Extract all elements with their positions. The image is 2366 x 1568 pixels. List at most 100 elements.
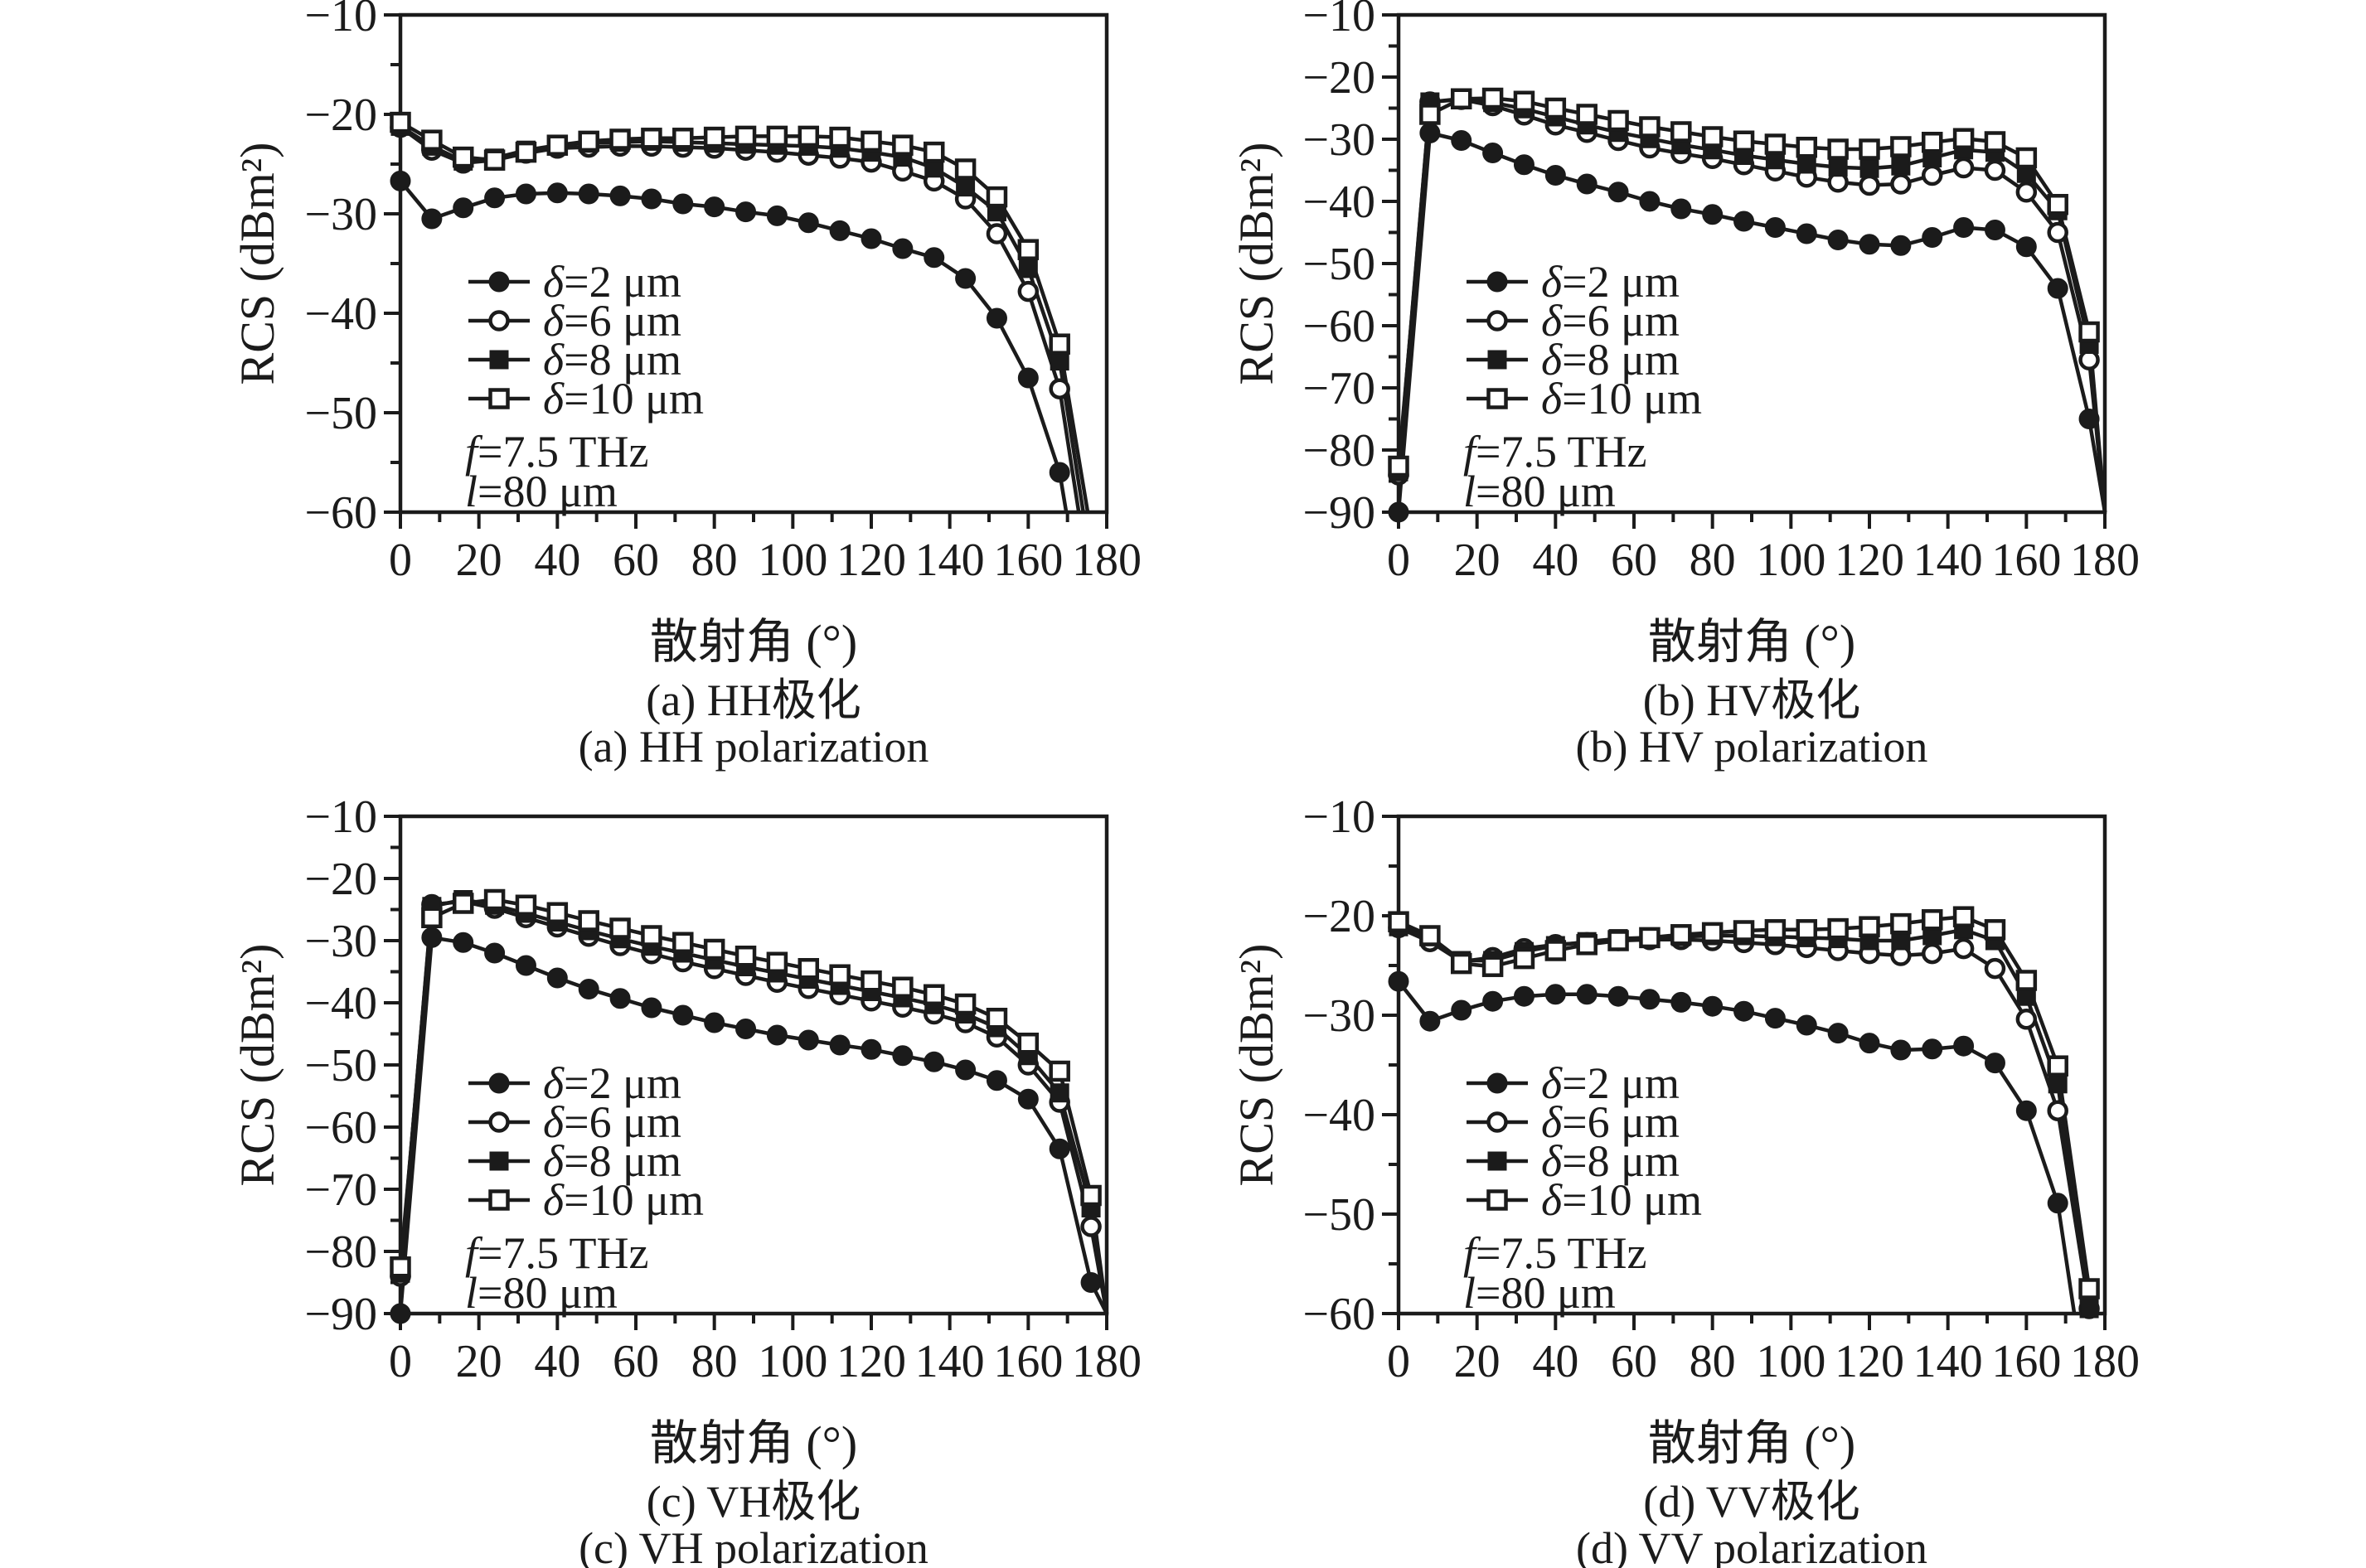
- legend-item: δ=8 μm: [1467, 335, 1680, 385]
- x-tick-label: 180: [2070, 1336, 2140, 1387]
- legend-marker-square-open: [1486, 1189, 1508, 1211]
- marker-square-open: [829, 126, 851, 148]
- marker-circle-filled: [704, 196, 725, 218]
- marker-circle-filled: [1576, 173, 1598, 195]
- marker-circle-filled: [1049, 462, 1070, 483]
- legend-marker-square-open: [488, 388, 510, 409]
- marker-circle-filled: [609, 988, 631, 1009]
- marker-square-open: [2047, 1055, 2068, 1077]
- marker-circle-filled: [735, 201, 757, 223]
- panel-d: 0 20 40 60 80 100 120 140 160 180 −10 −20 −30 −40 −50 −…: [1229, 791, 2140, 1568]
- x-tick-label: 120: [1835, 1336, 1904, 1387]
- marker-square-filled: [2079, 1299, 2099, 1319]
- legend-item: δ=10 μm: [1467, 374, 1702, 423]
- marker-square-open: [892, 134, 914, 156]
- series-markers: [1388, 87, 2100, 523]
- marker-square-open: [1481, 87, 1504, 109]
- legend-label: δ=10 μm: [543, 1175, 704, 1225]
- legend-label: δ=6 μm: [543, 296, 681, 346]
- marker-square-open: [1921, 132, 1943, 153]
- legend-label: δ=2 μm: [1541, 257, 1680, 307]
- marker-circle-filled: [421, 927, 443, 948]
- marker-circle-filled: [453, 197, 474, 219]
- marker-circle-filled: [546, 967, 568, 989]
- marker-circle-filled: [892, 1045, 914, 1067]
- marker-square-filled: [1796, 154, 1816, 174]
- marker-square-open: [829, 964, 851, 985]
- marker-square-open: [954, 158, 977, 180]
- series-markers: [390, 111, 1070, 483]
- marker-circle-filled: [1607, 181, 1629, 203]
- x-tick-label: 0: [389, 535, 412, 586]
- legend-annotation: f=7.5 THz: [1463, 1228, 1646, 1278]
- marker-circle-filled: [1419, 123, 1441, 143]
- marker-square-filled: [1018, 259, 1038, 278]
- marker-circle-open: [2015, 181, 2038, 203]
- marker-circle-open: [2047, 221, 2068, 244]
- marker-circle-filled: [1080, 1272, 1102, 1293]
- legend-item: δ=8 μm: [1467, 1136, 1680, 1186]
- x-tick-label: 120: [1835, 535, 1904, 586]
- y-tick-label: −80: [304, 1227, 377, 1278]
- y-tick-label: −40: [304, 978, 377, 1029]
- x-tick-label: 20: [456, 1336, 502, 1387]
- x-tick-label: 80: [691, 1336, 738, 1387]
- legend-label: δ=8 μm: [543, 1136, 681, 1186]
- y-axis-label: RCS (dBm²): [230, 143, 284, 385]
- marker-square-open: [1827, 917, 1849, 940]
- marker-circle-filled: [1827, 230, 1849, 250]
- marker-square-open: [1796, 919, 1818, 941]
- marker-circle-filled: [1890, 1039, 1912, 1061]
- marker-circle-filled: [1544, 165, 1566, 186]
- marker-square-open: [1639, 927, 1661, 949]
- legend-item: δ=8 μm: [468, 1136, 681, 1186]
- x-tick-label: 0: [1387, 1336, 1410, 1387]
- marker-circle-filled: [2047, 278, 2068, 299]
- legend-annotation: f=7.5 THz: [465, 427, 648, 477]
- y-tick-label: −20: [304, 90, 377, 141]
- marker-circle-filled: [2078, 409, 2100, 429]
- marker-circle-filled: [484, 187, 506, 209]
- marker-square-open: [735, 125, 757, 148]
- marker-circle-filled: [1544, 984, 1566, 1005]
- marker-circle-filled: [766, 1024, 788, 1046]
- legend-item: δ=6 μm: [1467, 296, 1680, 346]
- marker-square-open: [1921, 909, 1943, 931]
- marker-square-open: [1733, 920, 1755, 941]
- marker-circle-open: [1984, 159, 2006, 181]
- marker-circle-filled: [421, 208, 443, 230]
- marker-square-open: [703, 126, 725, 148]
- caption-zh: (a) HH极化: [646, 675, 861, 725]
- y-tick-label: −90: [1302, 487, 1375, 539]
- x-tick-label: 180: [2070, 535, 2140, 586]
- marker-circle-filled: [798, 1029, 819, 1051]
- marker-square-filled: [1891, 156, 1911, 176]
- legend-marker-circle-filled: [1486, 1072, 1508, 1094]
- marker-circle-filled: [1702, 995, 1724, 1017]
- legend-marker-square-open: [488, 1189, 510, 1211]
- y-axis-label: RCS (dBm²): [1229, 143, 1283, 385]
- marker-circle-filled: [1733, 211, 1755, 232]
- marker-square-open: [1544, 97, 1567, 119]
- panel-a: 0 20 40 60 80 100 120 140 160 180 −10 −20 −30 −40 −50 −…: [230, 0, 1142, 772]
- marker-circle-filled: [1953, 217, 1975, 238]
- marker-circle-filled: [735, 1019, 757, 1039]
- marker-square-open: [1388, 911, 1409, 932]
- marker-circle-filled: [704, 1012, 725, 1033]
- marker-square-open: [954, 993, 977, 1015]
- marker-square-open: [1450, 88, 1472, 109]
- x-tick-label: 160: [1991, 535, 2061, 586]
- x-tick-label: 100: [1756, 1336, 1825, 1387]
- panel-c: 0 20 40 60 80 100 120 140 160 180 −10 −20 −30 −40 −50 −…: [230, 791, 1142, 1568]
- y-tick-label: −80: [1302, 425, 1375, 477]
- marker-square-open: [1017, 239, 1040, 260]
- marker-square-open: [892, 976, 914, 998]
- y-tick-label: −30: [304, 916, 377, 967]
- marker-circle-open: [1049, 378, 1070, 399]
- legend-annotation: l=80 μm: [465, 1268, 618, 1318]
- legend-item: δ=6 μm: [468, 296, 681, 346]
- marker-square-open: [483, 149, 506, 171]
- legend-marker-circle-open: [488, 310, 510, 332]
- caption-zh: (c) VH极化: [647, 1477, 861, 1527]
- marker-square-open: [1764, 133, 1787, 155]
